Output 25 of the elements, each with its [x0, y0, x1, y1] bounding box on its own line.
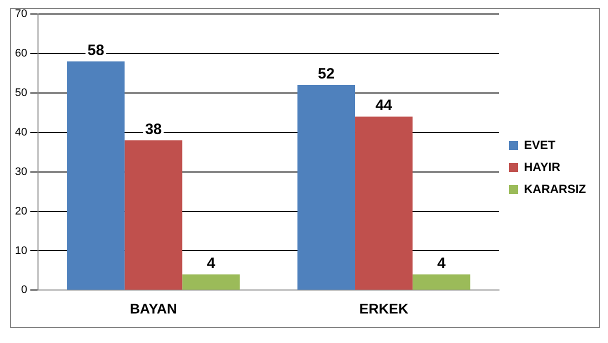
data-label: 52	[318, 66, 335, 83]
data-label: 58	[87, 42, 104, 59]
x-tick-label: BAYAN	[130, 300, 178, 316]
bar	[297, 85, 356, 290]
y-tick-label: 10	[14, 244, 28, 257]
y-tick-label: 40	[14, 126, 28, 138]
bar	[124, 140, 182, 290]
data-label: 38	[145, 120, 162, 138]
bar	[67, 61, 125, 290]
data-label: 4	[206, 255, 216, 272]
bar	[412, 274, 470, 290]
legend-label: HAYIR	[524, 160, 561, 174]
y-tick-label: 30	[14, 166, 28, 178]
data-label: 44	[375, 97, 393, 114]
data-label: 4	[437, 255, 446, 272]
bar	[182, 274, 240, 290]
y-tick-label: 50	[14, 86, 28, 99]
y-tick-label: 60	[14, 47, 28, 60]
legend-label: EVET	[524, 138, 556, 152]
x-tick-label: ERKEK	[359, 300, 408, 316]
bar	[355, 116, 413, 290]
y-tick-label: 0	[21, 284, 28, 296]
y-tick-label: 70	[14, 8, 28, 20]
y-tick-label: 20	[14, 205, 28, 218]
legend-label: KARARSIZ	[524, 182, 586, 196]
